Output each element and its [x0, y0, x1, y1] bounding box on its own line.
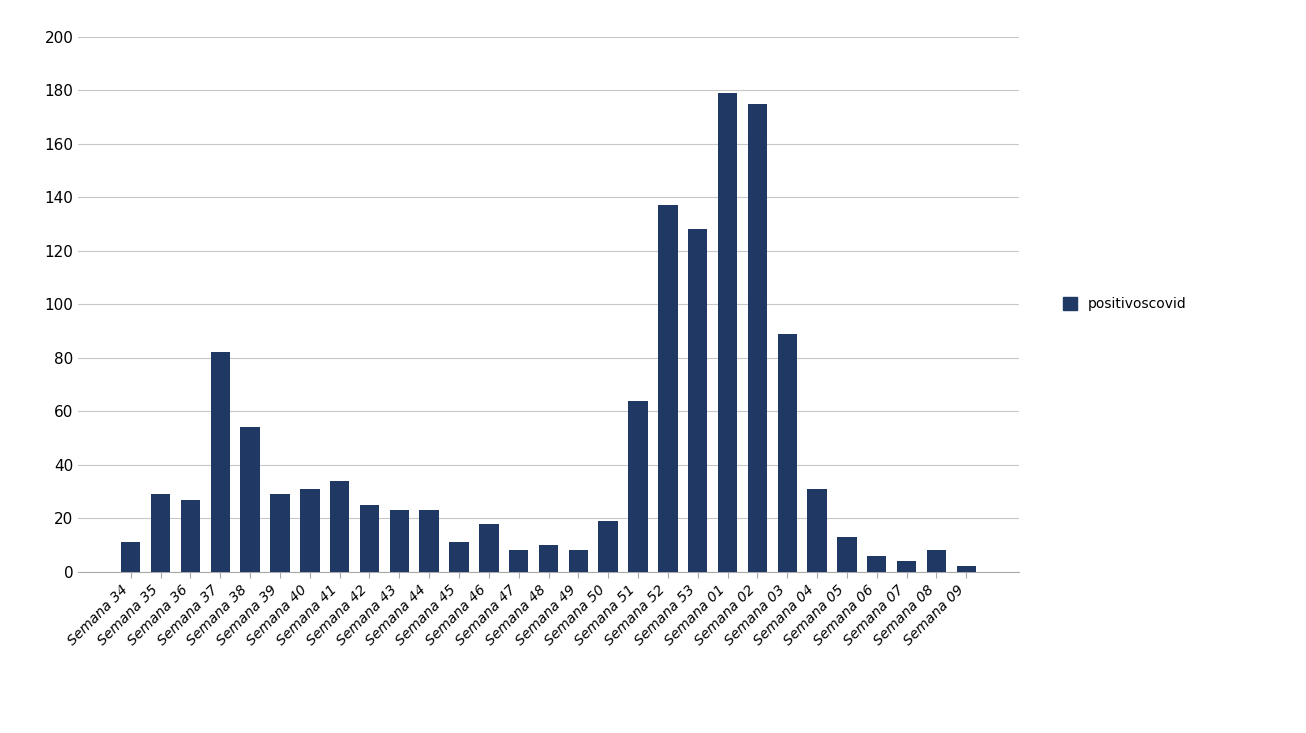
Bar [389, 510, 409, 572]
Bar [807, 489, 827, 572]
Bar [210, 353, 230, 572]
Bar [598, 521, 618, 572]
Bar [867, 556, 887, 572]
Bar [568, 550, 588, 572]
Bar [359, 505, 379, 572]
Bar [897, 561, 917, 572]
Bar [151, 494, 170, 572]
Bar [956, 567, 976, 572]
Bar [479, 523, 499, 572]
Bar [539, 545, 558, 572]
Bar [777, 334, 797, 572]
Bar [240, 427, 260, 572]
Bar [449, 542, 469, 572]
Bar [688, 229, 708, 572]
Bar [747, 103, 767, 572]
Bar [658, 205, 678, 572]
Bar [121, 542, 141, 572]
Legend: positivoscovid: positivoscovid [1063, 297, 1187, 312]
Bar [509, 550, 529, 572]
Bar [270, 494, 290, 572]
Bar [718, 93, 738, 572]
Bar [330, 481, 350, 572]
Bar [927, 550, 946, 572]
Bar [300, 489, 320, 572]
Bar [628, 400, 648, 572]
Bar [837, 537, 857, 572]
Bar [419, 510, 439, 572]
Bar [180, 499, 200, 572]
